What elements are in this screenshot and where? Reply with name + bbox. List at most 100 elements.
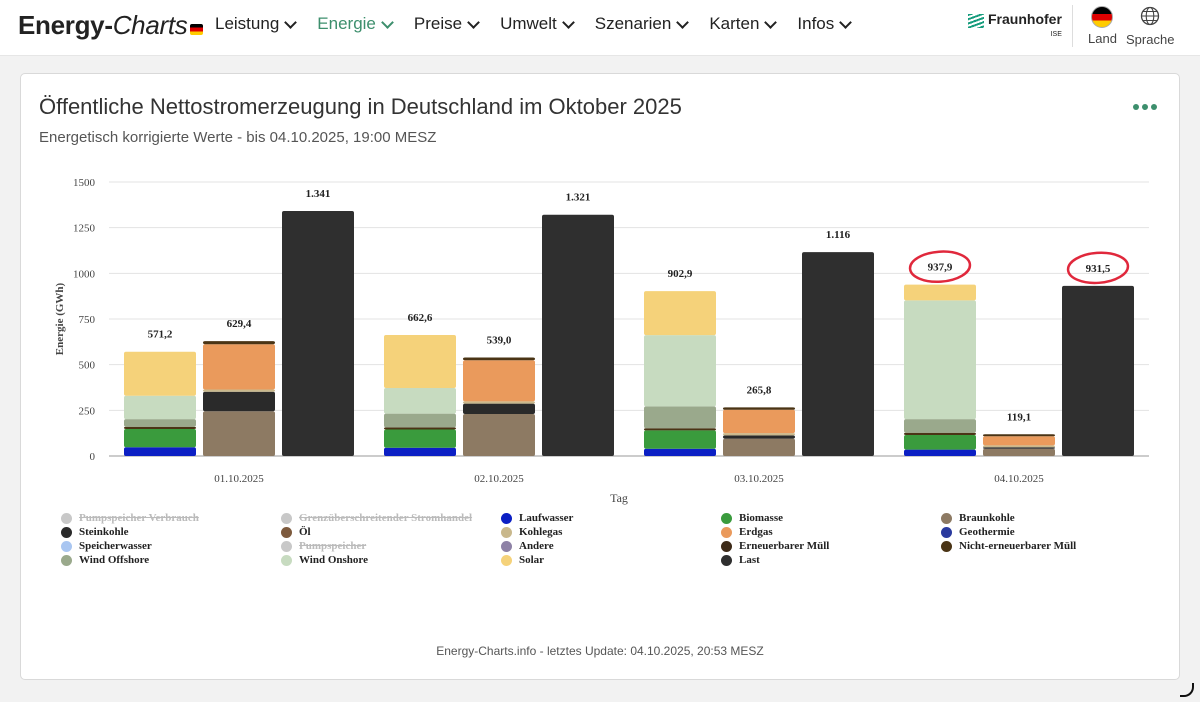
bar-segment-last (282, 211, 354, 456)
bar-segment-braunkohle (203, 411, 275, 456)
bar-segment-biomasse (124, 428, 196, 448)
highlight-circle (908, 250, 972, 284)
legend-label: Laufwasser (519, 512, 574, 524)
bar-segment-kohlegas (463, 401, 535, 404)
y-tick-label: 1500 (73, 177, 96, 189)
legend-item-wind-offshore[interactable]: Wind Offshore (61, 554, 149, 566)
nav-item-energie[interactable]: Energie (317, 14, 394, 34)
legend-label: Erdgas (739, 526, 773, 538)
bar-segment-braunkohle (463, 413, 535, 456)
legend-label: Andere (519, 540, 554, 552)
legend-label: Speicherwasser (79, 540, 152, 552)
legend-swatch-icon (501, 512, 512, 524)
legend-item-pumpspeicher[interactable]: Pumpspeicher (281, 540, 366, 552)
x-tick-label: 02.10.2025 (474, 473, 524, 485)
legend-item-nicht-erneuerbarer-müll[interactable]: Nicht-erneuerbarer Müll (941, 540, 1076, 552)
chart-title: Öffentliche Nettostromerzeugung in Deuts… (39, 94, 682, 119)
x-tick-label: 01.10.2025 (214, 473, 264, 485)
update-footer: Energy-Charts.info - letztes Update: 04.… (436, 644, 764, 658)
legend-label: Öl (299, 526, 311, 538)
chevron-down-icon (381, 15, 394, 29)
more-dot-icon (1151, 104, 1157, 110)
nav-item-infos[interactable]: Infos (797, 14, 853, 34)
bar-segment-nicht-erneuerbarer-müll (384, 427, 456, 430)
country-flag-icon (1091, 6, 1114, 28)
bar-segment-nicht-erneuerbarer-müll (463, 357, 535, 361)
legend-label: Braunkohle (959, 512, 1015, 524)
legend-item-last[interactable]: Last (721, 554, 760, 566)
main-nav: Leistung Energie Preise Umwelt Szenarien Kart… (215, 14, 853, 34)
legend-item-geothermie[interactable]: Geothermie (941, 526, 1015, 538)
legend-item-speicherwasser[interactable]: Speicherwasser (61, 540, 152, 552)
bar-segment-wind-onshore (124, 395, 196, 420)
legend-label: Biomasse (739, 512, 783, 524)
bar-segment-laufwasser (124, 447, 196, 456)
country-label: Land (1088, 31, 1117, 46)
legend-swatch-icon (501, 526, 512, 538)
fraunhofer-ise: ISE (1050, 31, 1062, 38)
legend-item-pumpspeicher-verbrauch[interactable]: Pumpspeicher Verbrauch (61, 512, 199, 524)
country-selector[interactable]: Land (1088, 6, 1117, 46)
bar-segment-nicht-erneuerbarer-müll (983, 434, 1055, 437)
legend-label: Last (739, 554, 760, 566)
legend-item-braunkohle[interactable]: Braunkohle (941, 512, 1015, 524)
chart-menu-button[interactable] (1133, 104, 1157, 110)
legend-swatch-icon (501, 554, 512, 566)
legend-item-erneuerbarer-müll[interactable]: Erneuerbarer Müll (721, 540, 829, 552)
legend-label: Wind Onshore (299, 554, 368, 566)
chevron-down-icon (839, 15, 853, 29)
legend-item-öl[interactable]: Öl (281, 526, 311, 538)
fraunhofer-logo[interactable]: Fraunhofer ISE (968, 12, 1062, 42)
bar-segment-last (802, 252, 874, 456)
legend-item-laufwasser[interactable]: Laufwasser (501, 512, 573, 524)
nav-item-label: Infos (797, 14, 835, 33)
legend-item-grenzüberschreitender-stromhandel[interactable]: Grenzüberschreitender Stromhandel (281, 512, 472, 524)
bar-total-label: 931,5 (1086, 263, 1111, 275)
legend-swatch-icon (61, 554, 72, 566)
bar-segment-laufwasser (904, 449, 976, 456)
nav-item-karten[interactable]: Karten (709, 14, 778, 34)
nav-item-label: Preise (413, 14, 463, 33)
nav-item-preise[interactable]: Preise (414, 14, 480, 34)
nav-item-leistung[interactable]: Leistung (215, 14, 298, 34)
energy-charts-logo[interactable]: Energy-Charts (18, 10, 204, 41)
resize-handle-icon[interactable] (1180, 683, 1194, 697)
legend-item-erdgas[interactable]: Erdgas (721, 526, 773, 538)
top-navigation-bar: Energy-Charts Leistung Energie Preise Umwel… (0, 0, 1200, 56)
bar-segment-erdgas (203, 344, 275, 390)
y-axis-label: Energie (GWh) (54, 282, 66, 355)
legend-label: Erneuerbarer Müll (739, 540, 830, 552)
bar-segment-wind-offshore (124, 419, 196, 427)
legend-label: Steinkohle (79, 526, 129, 538)
nav-item-umwelt[interactable]: Umwelt (500, 14, 575, 34)
chevron-down-icon (284, 15, 298, 29)
bar-segment-steinkohle (203, 391, 275, 412)
nav-item-label: Szenarien (594, 14, 672, 33)
chevron-down-icon (676, 15, 690, 29)
y-tick-label: 500 (79, 360, 96, 372)
bar-segment-steinkohle (983, 447, 1055, 449)
bar-segment-solar (904, 284, 976, 301)
legend-item-kohlegas[interactable]: Kohlegas (501, 526, 562, 538)
legend-swatch-icon (501, 540, 512, 552)
nav-item-label: Umwelt (500, 14, 557, 33)
more-dot-icon (1133, 104, 1139, 110)
legend-item-wind-onshore[interactable]: Wind Onshore (281, 554, 368, 566)
bar-segment-last (1062, 285, 1134, 456)
bar-segment-biomasse (384, 429, 456, 448)
legend-swatch-icon (721, 526, 732, 538)
bar-total-label: 265,8 (747, 384, 772, 396)
header-divider (1072, 5, 1073, 47)
more-dot-icon (1142, 104, 1148, 110)
legend-item-biomasse[interactable]: Biomasse (721, 512, 783, 524)
legend-item-andere[interactable]: Andere (501, 540, 554, 552)
x-tick-label: 03.10.2025 (734, 473, 784, 485)
legend-label: Pumpspeicher Verbrauch (79, 512, 199, 524)
legend-swatch-icon (61, 512, 72, 524)
legend-label: Pumpspeicher (299, 540, 367, 552)
nav-item-szenarien[interactable]: Szenarien (595, 14, 690, 34)
legend-item-steinkohle[interactable]: Steinkohle (61, 526, 129, 538)
legend-item-solar[interactable]: Solar (501, 554, 544, 566)
bar-segment-wind-onshore (384, 388, 456, 414)
language-selector[interactable]: Sprache (1126, 6, 1174, 47)
